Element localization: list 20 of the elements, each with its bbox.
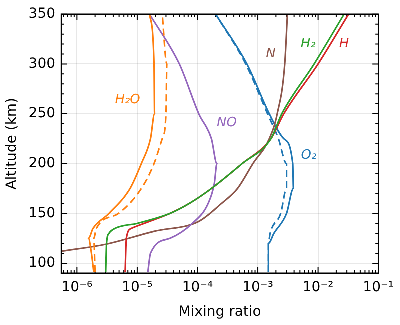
y-axis-title: Altitude (km) bbox=[4, 98, 20, 190]
series-label: H bbox=[339, 36, 350, 52]
series-label: N bbox=[266, 46, 276, 62]
series-label: O₂ bbox=[301, 148, 317, 164]
series-label: H₂O bbox=[115, 92, 140, 108]
x-tick-label: 10⁻⁶ bbox=[62, 279, 93, 296]
y-tick-label: 250 bbox=[28, 106, 56, 122]
x-tick-label: 10⁻³ bbox=[242, 279, 274, 296]
x-tick-label: 10⁻⁴ bbox=[182, 279, 214, 296]
x-tick-label: 10⁻¹ bbox=[363, 279, 394, 296]
series-label: H₂ bbox=[300, 36, 316, 52]
y-tick-label: 200 bbox=[28, 155, 56, 172]
y-tick-label: 300 bbox=[28, 56, 56, 72]
x-tick-label: 10⁻² bbox=[302, 279, 334, 296]
series-label: NO bbox=[217, 115, 238, 130]
y-tick-label: 150 bbox=[28, 205, 56, 222]
x-axis-title: Mixing ratio bbox=[178, 304, 262, 320]
y-tick-label: 100 bbox=[28, 255, 56, 272]
x-tick-label: 10⁻⁵ bbox=[122, 279, 153, 296]
y-tick-label: 350 bbox=[28, 6, 56, 22]
